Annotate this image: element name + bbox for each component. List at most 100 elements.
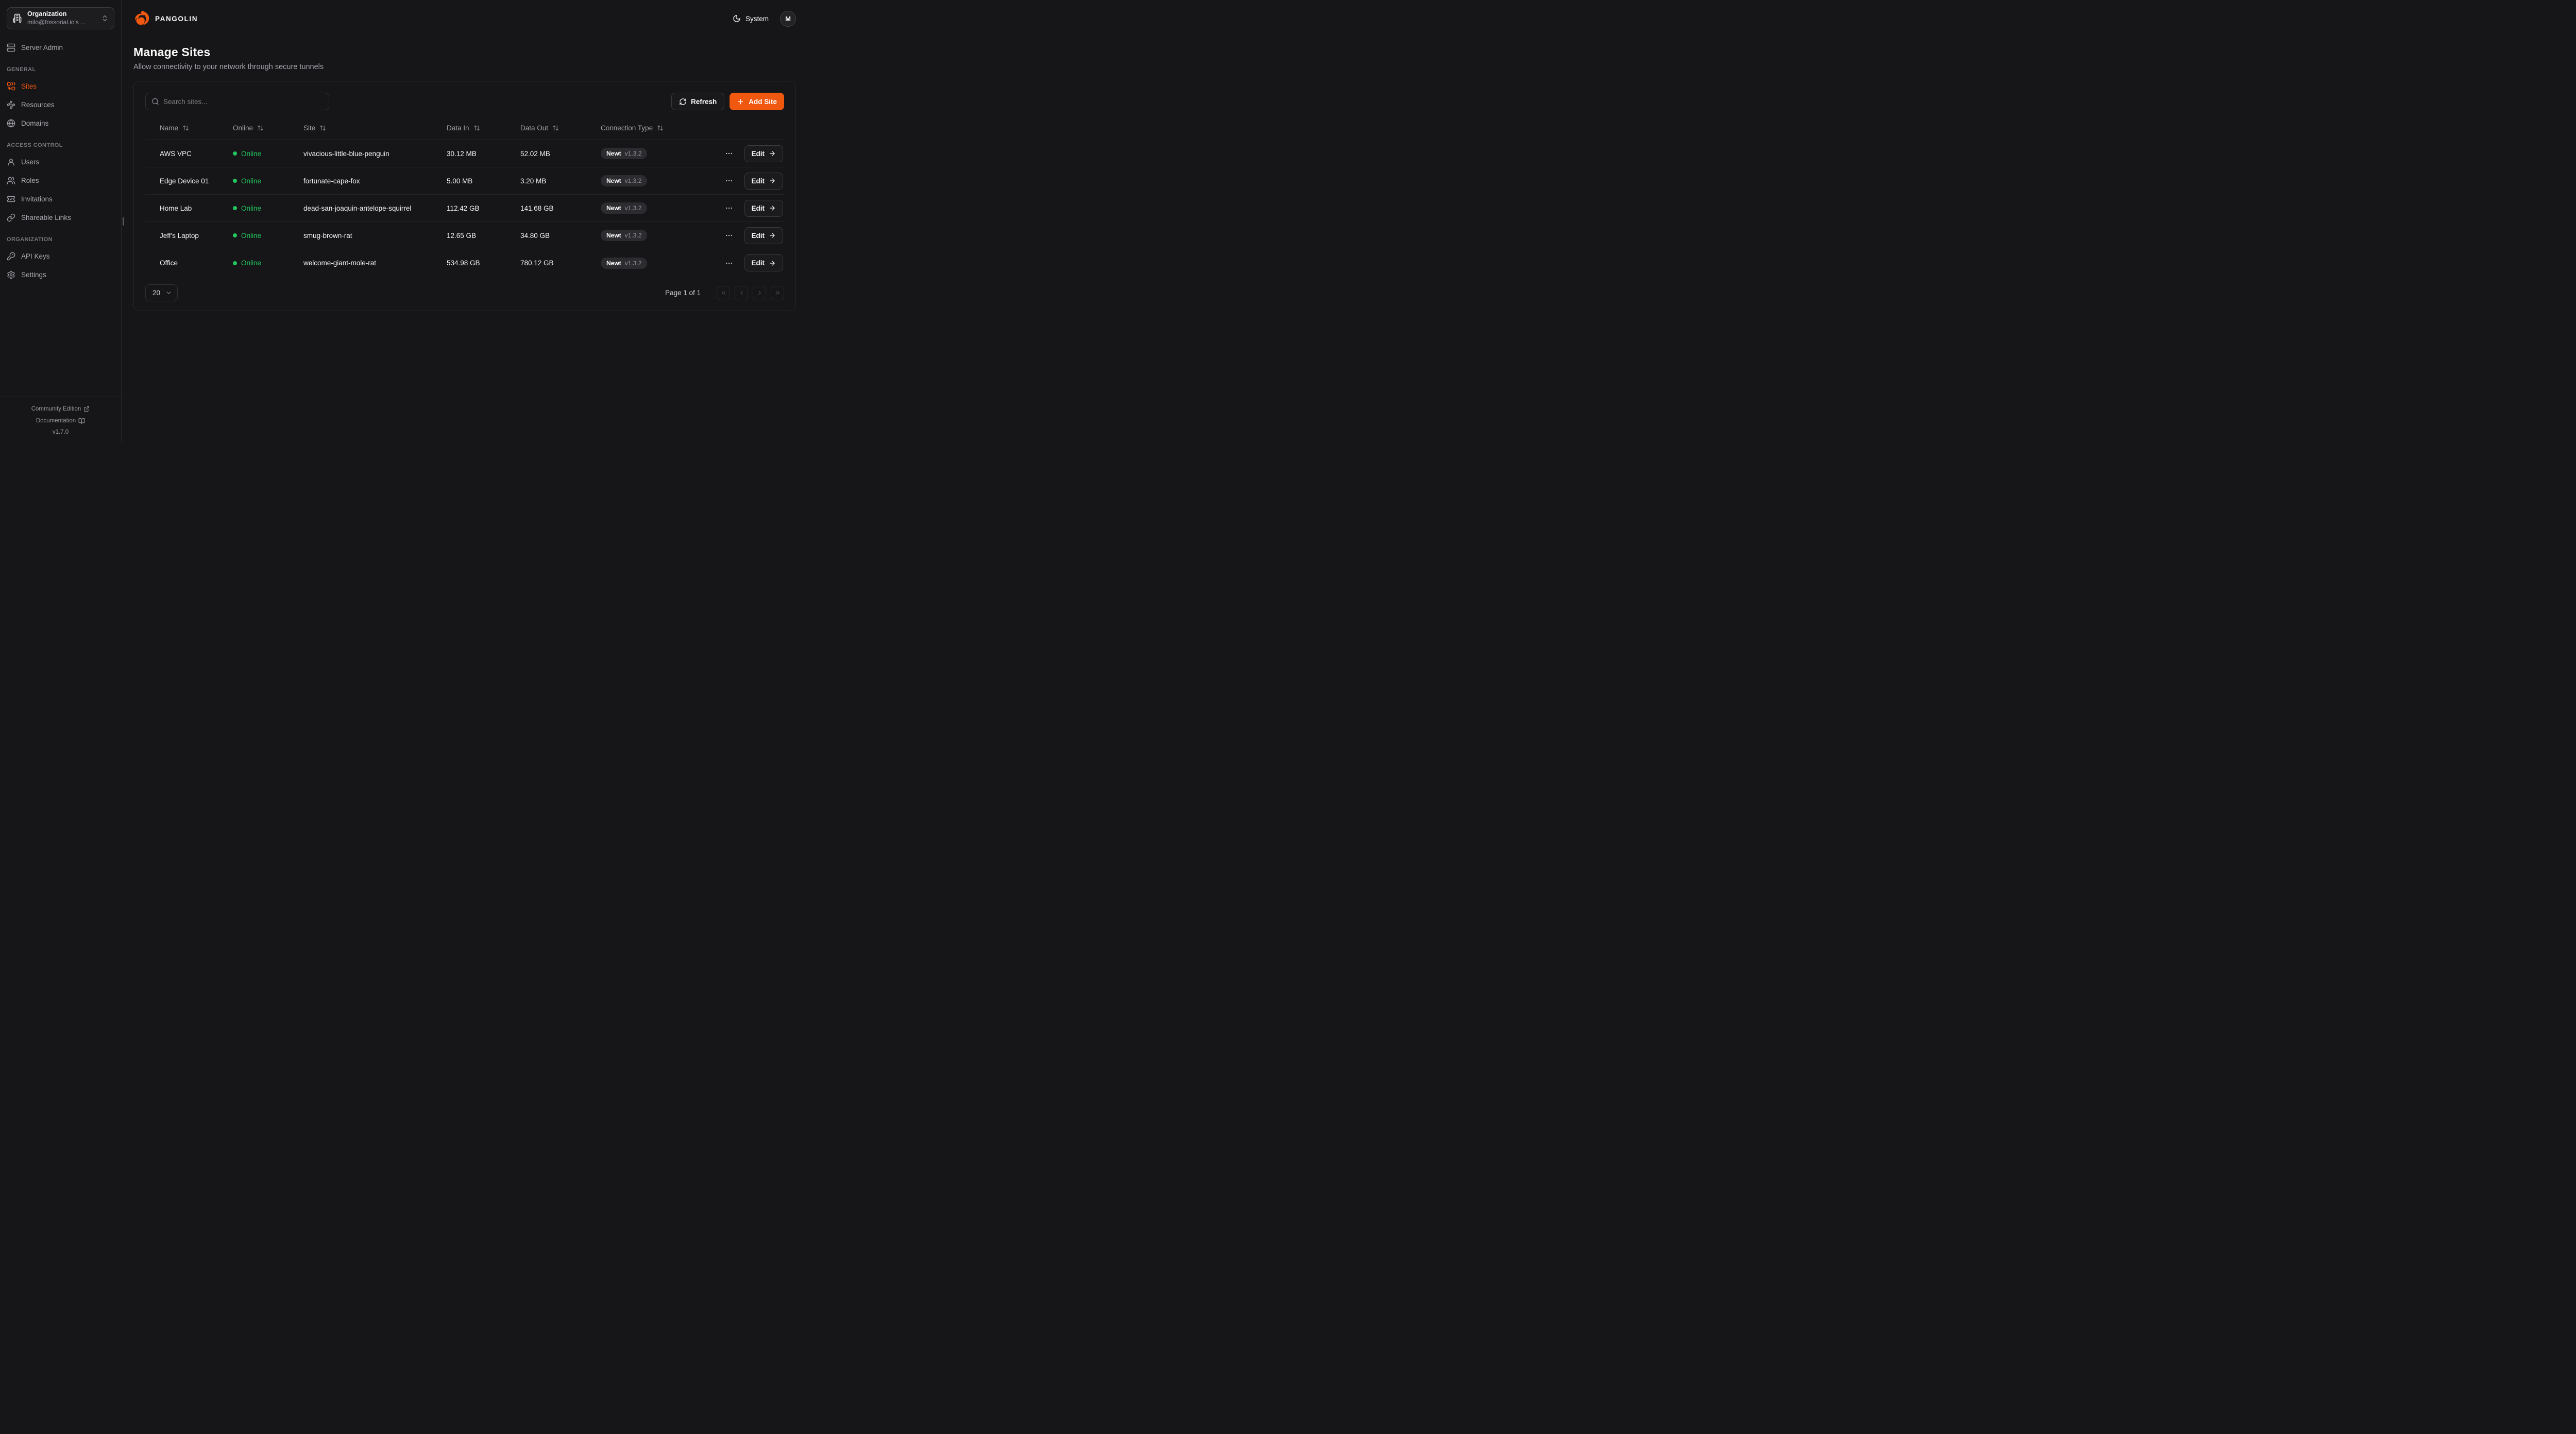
theme-label: System [745, 14, 769, 23]
edit-label: Edit [751, 204, 765, 212]
last-page-button[interactable] [771, 285, 784, 300]
key-icon [7, 252, 15, 261]
connection-version: v1.3.2 [624, 232, 642, 239]
sidebar-nav: Server Admin GENERAL Sites Resources Dom [7, 40, 114, 286]
globe-icon [7, 119, 15, 128]
connection-type-badge: Newt v1.3.2 [601, 202, 648, 214]
edit-button[interactable]: Edit [744, 199, 783, 217]
cell-data-in: 12.65 GB [447, 231, 477, 240]
edit-button[interactable]: Edit [744, 254, 783, 271]
column-header-data-out[interactable]: Data Out [506, 124, 586, 132]
moon-icon [733, 15, 740, 22]
gear-icon [7, 270, 15, 279]
sidebar-item-label: Server Admin [21, 44, 63, 52]
row-menu-button[interactable] [723, 229, 735, 242]
edit-label: Edit [751, 259, 765, 267]
arrow-right-icon [770, 233, 775, 238]
cell-data-in: 30.12 MB [447, 149, 477, 158]
previous-page-button[interactable] [735, 285, 748, 300]
community-edition-link[interactable]: Community Edition [31, 403, 90, 415]
cell-data-in: 5.00 MB [447, 177, 473, 185]
row-menu-button[interactable] [723, 257, 735, 269]
sidebar-item-roles[interactable]: Roles [3, 173, 118, 188]
sidebar-item-invitations[interactable]: Invitations [3, 192, 118, 207]
sidebar-item-api-keys[interactable]: API Keys [3, 249, 118, 264]
edit-button[interactable]: Edit [744, 145, 783, 162]
connection-version: v1.3.2 [624, 259, 642, 267]
refresh-button[interactable]: Refresh [671, 93, 725, 110]
cell-site: dead-san-joaquin-antelope-squirrel [303, 204, 412, 212]
sidebar-item-domains[interactable]: Domains [3, 116, 118, 131]
cell-name: Office [160, 259, 178, 267]
column-header-data-in[interactable]: Data In [432, 124, 506, 132]
connection-name: Newt [606, 150, 621, 157]
external-link-icon [84, 406, 90, 412]
sidebar-item-sites[interactable]: Sites [3, 79, 118, 94]
add-site-button[interactable]: Add Site [730, 93, 784, 110]
pangolin-logo-icon [135, 10, 149, 25]
edit-button[interactable]: Edit [744, 172, 783, 190]
documentation-link[interactable]: Documentation [36, 415, 85, 426]
sort-icon [320, 125, 326, 131]
sidebar-item-server-admin[interactable]: Server Admin [3, 40, 118, 55]
next-page-button[interactable] [753, 285, 766, 300]
row-menu-button[interactable] [723, 147, 735, 160]
chevron-right-icon [758, 291, 761, 295]
toolbar-actions: Refresh Add Site [671, 93, 784, 110]
sidebar-resize-handle[interactable] [123, 217, 124, 226]
page-size-select[interactable]: 20 [145, 284, 178, 301]
connection-version: v1.3.2 [624, 204, 642, 212]
page-title: Manage Sites [133, 45, 211, 59]
cell-status: Online [218, 177, 289, 185]
column-header-online[interactable]: Online [218, 124, 289, 132]
cell-actions: Edit [706, 172, 784, 190]
chevron-down-icon [165, 289, 172, 296]
column-header-site[interactable]: Site [289, 124, 432, 132]
column-label: Connection Type [601, 124, 653, 132]
column-label: Site [303, 124, 316, 132]
column-header-name[interactable]: Name [145, 124, 218, 132]
page-size-value: 20 [152, 289, 161, 297]
sidebar: Organization milo@fossorial.io's ... Ser… [0, 0, 122, 443]
row-menu-button[interactable] [723, 175, 735, 187]
sidebar-item-resources[interactable]: Resources [3, 97, 118, 112]
combine-icon [7, 82, 15, 91]
chevron-left-icon [740, 291, 743, 295]
edit-button[interactable]: Edit [744, 227, 783, 244]
chevrons-left-icon [721, 291, 725, 295]
arrow-right-icon [770, 151, 775, 156]
online-status-label: Online [241, 149, 262, 158]
cell-data-out: 780.12 GB [520, 259, 554, 267]
connection-name: Newt [606, 177, 621, 184]
plus-icon [738, 99, 743, 104]
sidebar-item-settings[interactable]: Settings [3, 267, 118, 282]
cell-data-out: 52.02 MB [520, 149, 550, 158]
search-input[interactable] [145, 93, 329, 110]
row-menu-button[interactable] [723, 202, 735, 214]
first-page-button[interactable] [717, 285, 730, 300]
column-label: Online [233, 124, 253, 132]
cell-site: vivacious-little-blue-penguin [303, 149, 389, 158]
topbar: PANGOLIN System M [122, 0, 808, 37]
org-switcher[interactable]: Organization milo@fossorial.io's ... [7, 7, 114, 29]
cell-status: Online [218, 232, 289, 240]
column-header-connection-type[interactable]: Connection Type [586, 124, 706, 132]
arrow-right-icon [770, 178, 775, 183]
sidebar-item-label: Invitations [21, 195, 53, 203]
add-site-label: Add Site [749, 97, 777, 106]
page-status: Page 1 of 1 [665, 289, 701, 297]
cell-status: Online [218, 259, 289, 267]
avatar[interactable]: M [780, 10, 796, 27]
pagination-controls: Page 1 of 1 [665, 285, 784, 300]
connection-version: v1.3.2 [624, 150, 642, 157]
building-icon [12, 13, 22, 23]
theme-toggle[interactable]: System [733, 14, 769, 23]
sidebar-item-shareable-links[interactable]: Shareable Links [3, 210, 118, 225]
sidebar-item-users[interactable]: Users [3, 155, 118, 169]
refresh-label: Refresh [690, 97, 717, 106]
section-heading-general: GENERAL [7, 66, 36, 73]
online-status-dot [233, 151, 237, 156]
org-label: Organization [27, 10, 67, 18]
cell-site: fortunate-cape-fox [303, 177, 360, 185]
sites-card: Refresh Add Site Name [133, 81, 796, 311]
